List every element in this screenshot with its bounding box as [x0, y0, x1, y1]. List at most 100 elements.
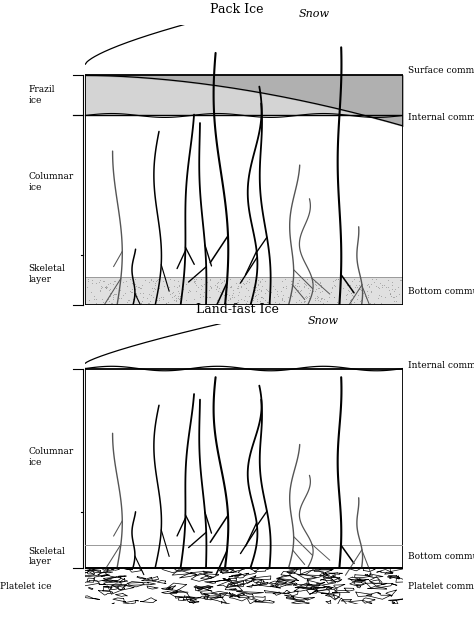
Point [264, 297, 272, 307]
Point [169, 549, 176, 559]
Point [113, 554, 120, 564]
Point [105, 297, 113, 307]
Point [281, 296, 288, 306]
Point [119, 561, 127, 571]
Point [257, 292, 264, 302]
Point [354, 282, 361, 292]
Point [229, 549, 237, 559]
Point [255, 553, 263, 563]
Point [336, 551, 343, 561]
Point [137, 298, 145, 308]
Point [332, 544, 339, 554]
Point [377, 546, 385, 556]
Point [161, 543, 169, 553]
Point [235, 278, 243, 288]
Point [174, 275, 182, 285]
Point [150, 545, 158, 555]
Point [278, 286, 285, 296]
Point [119, 558, 127, 568]
Point [387, 290, 394, 300]
Point [252, 561, 259, 571]
Point [101, 543, 109, 553]
Point [194, 550, 201, 560]
Point [327, 287, 334, 297]
Point [160, 552, 167, 562]
Point [234, 552, 241, 562]
Point [311, 549, 319, 559]
Point [358, 557, 365, 567]
Point [191, 561, 199, 571]
Point [100, 559, 107, 569]
Point [319, 546, 326, 556]
Point [320, 545, 328, 554]
Point [129, 279, 137, 289]
Point [233, 549, 241, 559]
Point [132, 282, 140, 292]
Point [202, 292, 210, 302]
Point [237, 274, 244, 284]
Point [372, 556, 380, 566]
Point [141, 275, 148, 285]
Point [91, 295, 98, 305]
Point [149, 292, 156, 302]
Point [94, 545, 101, 555]
Point [257, 292, 264, 302]
Point [360, 286, 367, 296]
Point [256, 547, 264, 557]
Point [225, 554, 232, 564]
Point [293, 546, 301, 556]
Point [249, 561, 256, 571]
Point [232, 559, 240, 569]
Point [251, 291, 258, 301]
Point [390, 287, 398, 297]
Point [217, 278, 225, 288]
Point [203, 556, 210, 566]
Point [331, 275, 338, 285]
Point [157, 292, 165, 302]
Point [282, 548, 290, 558]
Point [102, 560, 110, 570]
Point [92, 551, 100, 561]
Point [191, 276, 199, 286]
Point [340, 559, 348, 569]
Point [302, 291, 310, 301]
Point [152, 280, 159, 290]
Point [354, 546, 361, 556]
Point [96, 286, 104, 296]
Point [142, 546, 149, 556]
Point [226, 551, 233, 561]
Point [303, 542, 310, 552]
Point [235, 299, 242, 309]
Point [201, 550, 209, 560]
Point [263, 297, 271, 307]
Point [346, 282, 353, 292]
Point [342, 295, 349, 305]
Point [314, 549, 322, 559]
Point [301, 296, 309, 306]
Point [287, 559, 295, 569]
Point [247, 552, 255, 562]
Point [233, 283, 241, 293]
Point [309, 543, 317, 553]
Point [207, 549, 214, 559]
Point [339, 558, 347, 568]
Point [287, 543, 295, 553]
Point [371, 298, 378, 308]
Point [205, 545, 212, 554]
Point [219, 557, 227, 567]
Point [319, 551, 327, 561]
Point [142, 299, 150, 309]
Point [339, 551, 346, 561]
Point [239, 559, 246, 569]
Point [227, 282, 234, 292]
Point [364, 285, 371, 295]
Point [232, 548, 239, 558]
Point [175, 293, 182, 303]
Point [301, 282, 308, 292]
Point [369, 557, 377, 567]
Point [348, 545, 356, 555]
Point [184, 542, 191, 552]
Point [287, 546, 294, 556]
Point [278, 561, 285, 571]
Point [376, 551, 384, 561]
